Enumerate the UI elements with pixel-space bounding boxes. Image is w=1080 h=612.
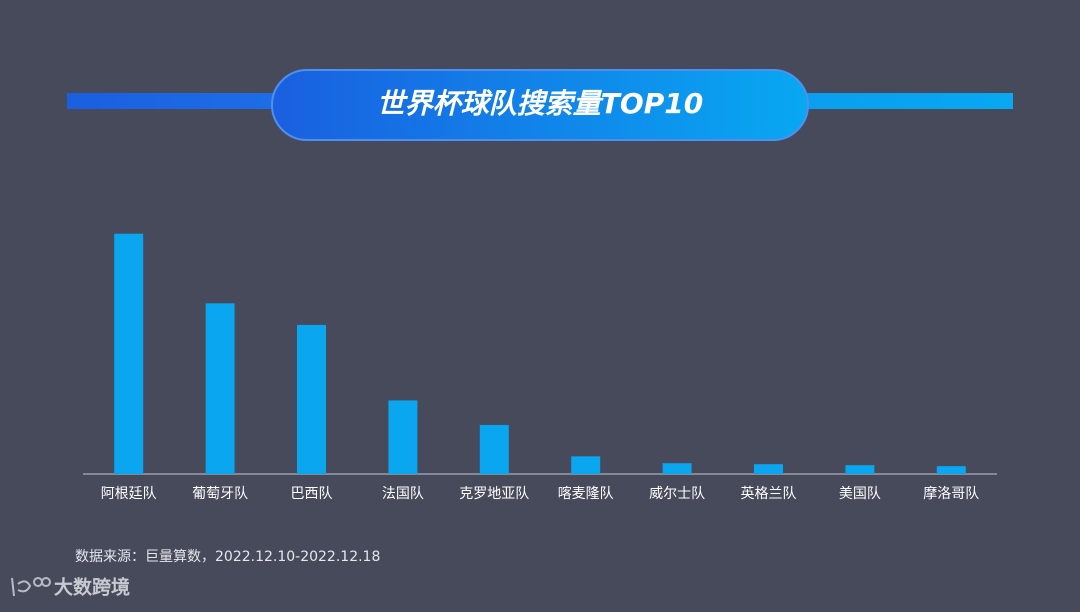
x-tick-label: 英格兰队 [741,485,797,502]
chart-title: 世界杯球队搜索量TOP10 [377,87,703,120]
title-deco-right [803,93,1013,109]
x-tick-label: 美国队 [839,486,881,502]
bar [388,400,418,474]
bar [479,424,509,474]
x-tick-label: 法国队 [382,486,424,502]
bar [936,466,966,474]
bar [845,465,875,474]
bar [754,464,783,474]
title-pill [271,69,809,141]
title-deco-left [67,93,277,109]
bar [297,324,326,474]
bar [571,456,601,474]
x-tick-label: 摩洛哥队 [923,485,979,502]
brand-logo [11,577,51,597]
x-tick-label: 喀麦隆队 [558,486,614,502]
x-tick-label: 巴西队 [291,486,333,502]
x-tick-label: 克罗地亚队 [459,486,529,502]
x-tick-label: 葡萄牙队 [192,486,248,502]
bar [662,463,692,474]
bar [205,303,235,474]
source-note: 数据来源：巨量算数，2022.12.10-2022.12.18 [75,549,380,565]
bar [114,233,144,474]
x-tick-label: 阿根廷队 [101,486,157,502]
x-tick-label: 威尔士队 [649,486,705,502]
brand-name: 大数跨境 [54,576,130,599]
